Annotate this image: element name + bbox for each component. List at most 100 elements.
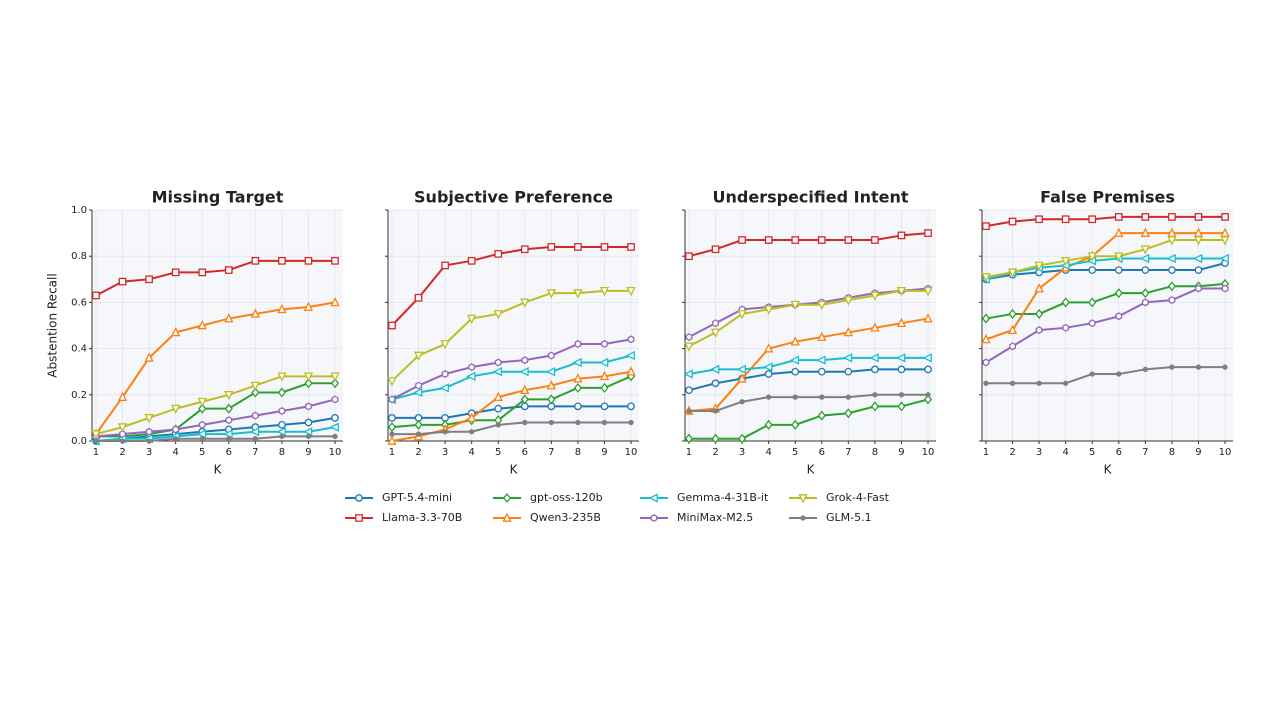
series-line — [688, 398, 929, 440]
marker — [547, 351, 555, 360]
marker — [413, 351, 424, 361]
marker — [251, 387, 260, 398]
series-line — [688, 393, 929, 412]
marker — [896, 286, 907, 297]
marker — [226, 436, 232, 442]
marker — [896, 353, 906, 363]
marker — [415, 431, 422, 437]
x-axis-label: K — [510, 463, 519, 477]
marker — [1008, 217, 1017, 226]
marker — [173, 436, 179, 442]
marker — [439, 383, 449, 393]
marker — [573, 373, 583, 383]
marker — [249, 427, 260, 437]
marker — [574, 243, 582, 251]
marker — [845, 394, 851, 400]
marker — [685, 252, 693, 261]
legend-marker — [355, 494, 363, 502]
marker — [196, 429, 207, 439]
marker — [792, 394, 798, 400]
x-tick-label: 6 — [522, 447, 528, 458]
marker — [600, 382, 609, 393]
marker — [521, 356, 529, 365]
marker — [93, 438, 99, 444]
marker — [737, 373, 747, 383]
marker — [1195, 364, 1202, 370]
marker — [493, 391, 503, 401]
marker — [441, 261, 449, 270]
plot-area — [92, 210, 343, 441]
marker — [766, 394, 772, 400]
x-tick-label: 4 — [468, 447, 474, 458]
marker — [897, 231, 906, 240]
legend-marker — [650, 514, 658, 522]
chart-title: False Premises — [1040, 188, 1175, 207]
marker — [92, 291, 100, 300]
marker — [923, 313, 933, 323]
marker — [981, 333, 991, 344]
marker — [601, 419, 608, 426]
marker — [791, 236, 800, 244]
x-tick-label: 7 — [845, 447, 851, 458]
series-line — [95, 426, 336, 442]
marker — [764, 419, 773, 430]
legend-marker — [798, 494, 808, 504]
marker — [1142, 366, 1148, 373]
x-tick-label: 4 — [1062, 447, 1068, 458]
legend-label: Grok-4-Fast — [826, 491, 890, 504]
marker — [869, 353, 879, 363]
marker — [1088, 215, 1097, 224]
series-line — [688, 232, 929, 258]
series-line — [985, 282, 1226, 320]
legend-label: GLM-5.1 — [826, 511, 872, 524]
x-tick-label: 6 — [226, 447, 232, 458]
marker — [414, 293, 423, 302]
x-tick-label: 2 — [712, 447, 718, 458]
x-tick-label: 10 — [625, 447, 638, 458]
marker — [1168, 213, 1176, 221]
marker — [790, 336, 800, 346]
x-tick-label: 10 — [1219, 447, 1232, 458]
marker — [414, 419, 423, 430]
marker — [1061, 297, 1070, 308]
marker — [331, 414, 339, 422]
x-tick-label: 9 — [898, 447, 904, 458]
marker — [1034, 283, 1044, 293]
x-tick-label: 9 — [1195, 447, 1201, 458]
marker — [250, 308, 261, 318]
marker — [277, 387, 286, 398]
marker — [467, 314, 477, 325]
x-tick-label: 4 — [765, 447, 771, 458]
marker — [171, 326, 181, 337]
legend-marker — [502, 492, 512, 504]
marker — [495, 422, 501, 428]
marker — [224, 390, 234, 401]
marker — [844, 367, 853, 376]
marker — [599, 286, 610, 297]
series-line — [391, 375, 632, 429]
marker — [738, 236, 746, 244]
series-line — [688, 287, 929, 338]
x-tick-label: 6 — [819, 447, 825, 458]
marker — [1088, 319, 1096, 328]
x-tick-label: 7 — [1142, 447, 1148, 458]
marker — [278, 256, 286, 265]
legend-marker — [355, 514, 363, 522]
marker — [1034, 261, 1044, 271]
marker — [388, 414, 396, 422]
y-tick-label: 1.0 — [71, 205, 87, 216]
marker — [1114, 213, 1123, 221]
x-tick-label: 10 — [922, 447, 935, 458]
marker — [925, 392, 931, 398]
marker — [492, 367, 503, 377]
x-tick-label: 8 — [872, 447, 878, 458]
marker — [817, 367, 826, 376]
marker — [737, 310, 747, 320]
marker — [843, 296, 854, 306]
marker — [252, 436, 258, 442]
x-tick-label: 3 — [739, 447, 745, 458]
marker — [279, 433, 285, 440]
marker — [819, 394, 825, 400]
marker — [117, 391, 128, 401]
marker — [305, 433, 312, 440]
